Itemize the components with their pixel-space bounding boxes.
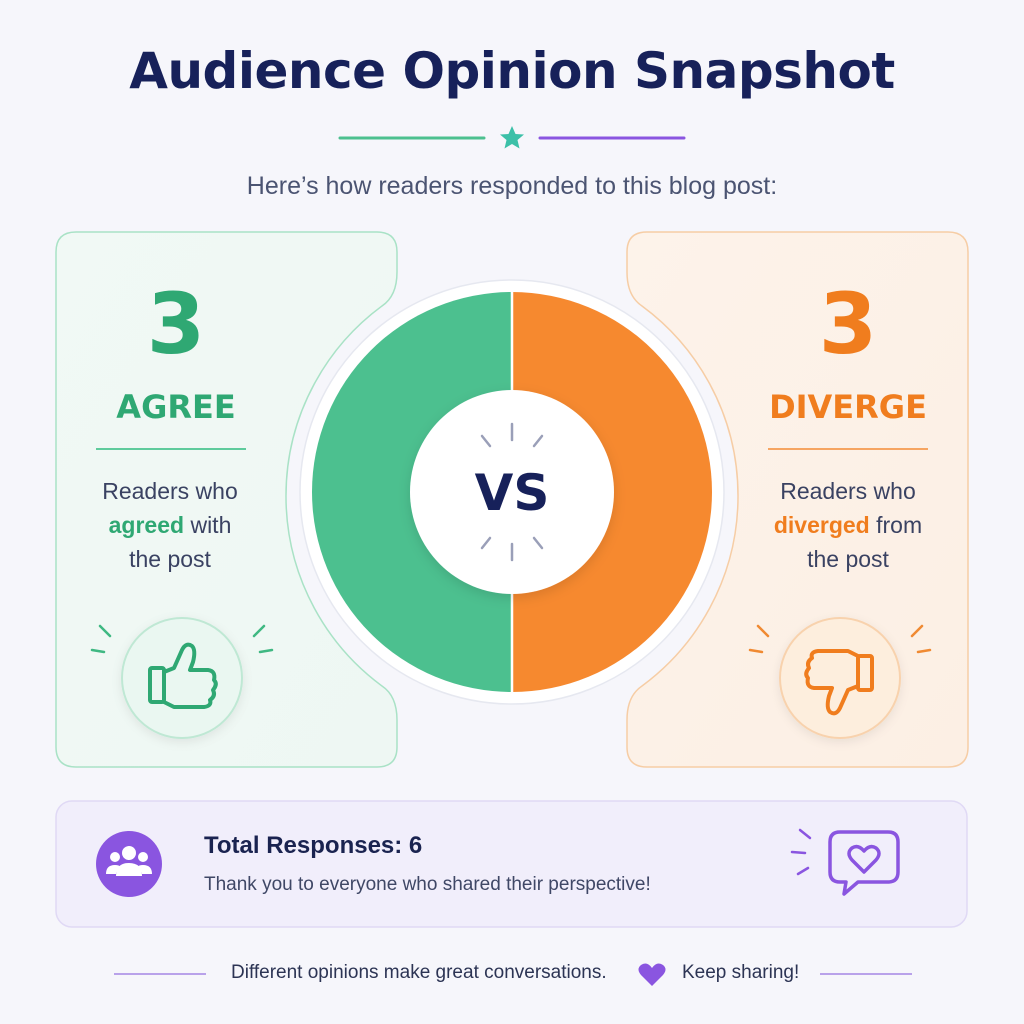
diverge-count: 3 xyxy=(818,275,878,373)
diverge-desc-line3: the post xyxy=(807,546,889,572)
footer-text-right: Keep sharing! xyxy=(682,962,800,983)
agree-desc-line2: agreed with xyxy=(70,508,270,542)
vs-label: VS xyxy=(475,464,550,522)
burst-lines xyxy=(480,422,544,562)
diverge-description: Readers who diverged from the post xyxy=(738,474,958,576)
agree-desc-after: with xyxy=(184,512,232,538)
diverge-label: DIVERGE xyxy=(769,388,927,426)
title-divider xyxy=(338,126,686,149)
agree-sparkles xyxy=(90,624,274,654)
thanks-message: Thank you to everyone who shared their p… xyxy=(204,874,651,895)
page-subtitle: Here’s how readers responded to this blo… xyxy=(246,172,778,200)
users-icon xyxy=(106,846,152,876)
diverge-desc-highlight: diverged xyxy=(773,512,870,538)
agree-description: Readers who agreed with the post xyxy=(70,474,270,576)
heart-chat-icon xyxy=(828,830,900,896)
footer-lines xyxy=(114,963,912,986)
heart-icon xyxy=(638,963,666,986)
diverge-panel xyxy=(626,231,969,768)
agree-desc-line3: the post xyxy=(129,546,211,572)
footer-text-left: Different opinions make great conversati… xyxy=(231,962,607,983)
agree-desc-highlight: agreed xyxy=(108,512,185,538)
agree-label: AGREE xyxy=(116,388,236,426)
thumbs-up-icon xyxy=(148,642,218,709)
vs-circle xyxy=(410,390,614,594)
agree-desc-line1: Readers who xyxy=(102,478,238,504)
diverge-summary: 3 DIVERGE xyxy=(748,282,948,426)
agree-count: 3 xyxy=(146,275,206,373)
diverge-sparkles xyxy=(748,624,932,654)
diverge-desc-line1: Readers who xyxy=(780,478,916,504)
thumbs-down-icon xyxy=(804,649,874,716)
diverge-badge xyxy=(779,617,901,739)
star-icon xyxy=(500,126,524,149)
agree-summary: 3 AGREE xyxy=(76,282,276,426)
page-title: Audience Opinion Snapshot xyxy=(129,42,895,100)
diverge-desc-line2: diverged from xyxy=(738,508,958,542)
summary-card xyxy=(55,800,968,928)
total-responses: Total Responses: 6 xyxy=(204,832,423,859)
diverge-desc-after: from xyxy=(869,512,923,538)
agree-badge xyxy=(121,617,243,739)
chat-sparkles xyxy=(790,828,812,876)
